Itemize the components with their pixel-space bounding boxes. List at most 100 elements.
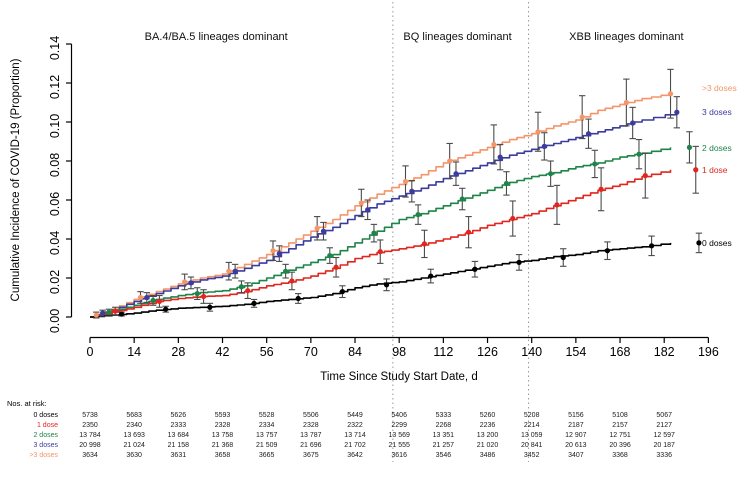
data-point xyxy=(182,279,188,285)
risk-value: 5449 xyxy=(347,412,363,419)
data-point xyxy=(93,312,99,318)
risk-value: 5683 xyxy=(126,412,142,419)
risk-value: 3486 xyxy=(479,452,496,459)
risk-value: 3452 xyxy=(523,452,540,459)
risk-value: 21 024 xyxy=(123,442,145,449)
axis-tick-label: 42 xyxy=(216,345,230,359)
axis-tick-label: 0.14 xyxy=(48,36,62,60)
risk-value: 13 569 xyxy=(388,432,410,439)
risk-value: 12 597 xyxy=(653,432,675,439)
data-point xyxy=(383,282,390,288)
data-point xyxy=(200,293,207,300)
legend-label-3-doses: 3 doses xyxy=(702,107,732,117)
risk-value: 13 714 xyxy=(344,432,366,439)
risk-value: 13 200 xyxy=(476,432,499,439)
risk-value: 2157 xyxy=(612,422,628,429)
data-point xyxy=(150,297,156,304)
data-point xyxy=(377,249,383,255)
data-point xyxy=(598,186,604,192)
data-point xyxy=(497,154,503,160)
risk-value: 3631 xyxy=(170,452,187,459)
data-point xyxy=(118,311,125,317)
data-point xyxy=(270,248,276,254)
risk-value: 20 841 xyxy=(520,442,543,449)
axis-tick-label: 0.08 xyxy=(48,153,62,177)
data-point xyxy=(314,225,320,231)
data-point xyxy=(453,171,459,177)
axis-tick-label: 98 xyxy=(392,345,406,359)
period-label-ba4-ba5: BA.4/BA.5 lineages dominant xyxy=(144,31,288,43)
axis-tick-label: 70 xyxy=(304,345,318,359)
axis-tick-label: 0.10 xyxy=(48,114,62,138)
axis-tick-label: 84 xyxy=(348,345,362,359)
series-curve-0-doses xyxy=(90,242,672,318)
data-point xyxy=(686,144,693,150)
risk-value: 2187 xyxy=(568,422,584,429)
axis-tick-label: 14 xyxy=(127,345,141,359)
data-point xyxy=(472,266,478,272)
data-point xyxy=(415,212,421,218)
data-point xyxy=(289,278,295,284)
risk-value: 20 187 xyxy=(653,442,675,449)
risk-value: 21 696 xyxy=(300,442,322,449)
data-point xyxy=(579,114,585,120)
risk-value: 2268 xyxy=(435,422,452,429)
risk-value: 13 787 xyxy=(300,432,322,439)
data-point xyxy=(207,304,213,310)
risk-value: 21 257 xyxy=(432,442,455,449)
data-point xyxy=(630,120,636,126)
risk-value: 13 757 xyxy=(255,432,278,439)
data-point xyxy=(503,180,510,187)
data-point xyxy=(409,188,415,194)
axis-tick-label: 182 xyxy=(654,345,675,359)
data-point xyxy=(592,161,598,167)
series-curve-1-dose xyxy=(90,169,672,318)
risk-value: 12 907 xyxy=(565,432,587,439)
risk-value: 3658 xyxy=(214,452,231,459)
risk-value: 13 351 xyxy=(432,432,455,439)
risk-value: 13 784 xyxy=(79,432,101,439)
axis-tick-label: 168 xyxy=(610,345,631,359)
risk-value: 5108 xyxy=(612,412,628,419)
data-point xyxy=(402,178,409,185)
data-point xyxy=(144,294,150,301)
legend-label-2-doses: 2 doses xyxy=(702,143,732,153)
risk-table-title: Nos. at risk: xyxy=(7,399,47,408)
data-point xyxy=(696,240,702,246)
data-point xyxy=(541,143,547,149)
data-point xyxy=(371,230,377,236)
risk-row-label: 1 dose xyxy=(36,422,58,429)
data-point xyxy=(327,252,333,259)
risk-value: 21 020 xyxy=(476,442,499,449)
axis-tick-label: 0 xyxy=(87,345,94,359)
data-point xyxy=(674,109,680,115)
data-point xyxy=(693,167,699,173)
axis-tick-label: 0.00 xyxy=(48,309,62,333)
risk-value: 13 059 xyxy=(520,432,543,439)
period-label-xbb: XBB lineages dominant xyxy=(569,31,684,43)
risk-value: 21 509 xyxy=(255,442,278,449)
risk-value: 5067 xyxy=(656,412,672,419)
risk-value: 2127 xyxy=(656,422,672,429)
data-point xyxy=(112,308,118,314)
risk-value: 3642 xyxy=(347,452,363,459)
data-point xyxy=(535,129,541,135)
data-point xyxy=(365,207,371,213)
data-point xyxy=(604,248,611,254)
axis-tick-label: 0.06 xyxy=(48,192,62,216)
risk-value: 5738 xyxy=(82,412,98,419)
risk-value: 2299 xyxy=(391,422,407,429)
data-point xyxy=(188,280,194,286)
data-point xyxy=(358,200,364,206)
data-point xyxy=(320,228,327,234)
risk-value: 21 158 xyxy=(167,442,190,449)
data-point xyxy=(232,268,238,274)
data-point xyxy=(636,151,642,157)
risk-value: 12 751 xyxy=(609,432,631,439)
data-point xyxy=(283,268,289,274)
risk-value: 2328 xyxy=(214,422,231,429)
axis-tick-label: 140 xyxy=(521,345,542,359)
axis-tick-label: 0.04 xyxy=(48,231,62,255)
risk-value: 3616 xyxy=(391,452,407,459)
